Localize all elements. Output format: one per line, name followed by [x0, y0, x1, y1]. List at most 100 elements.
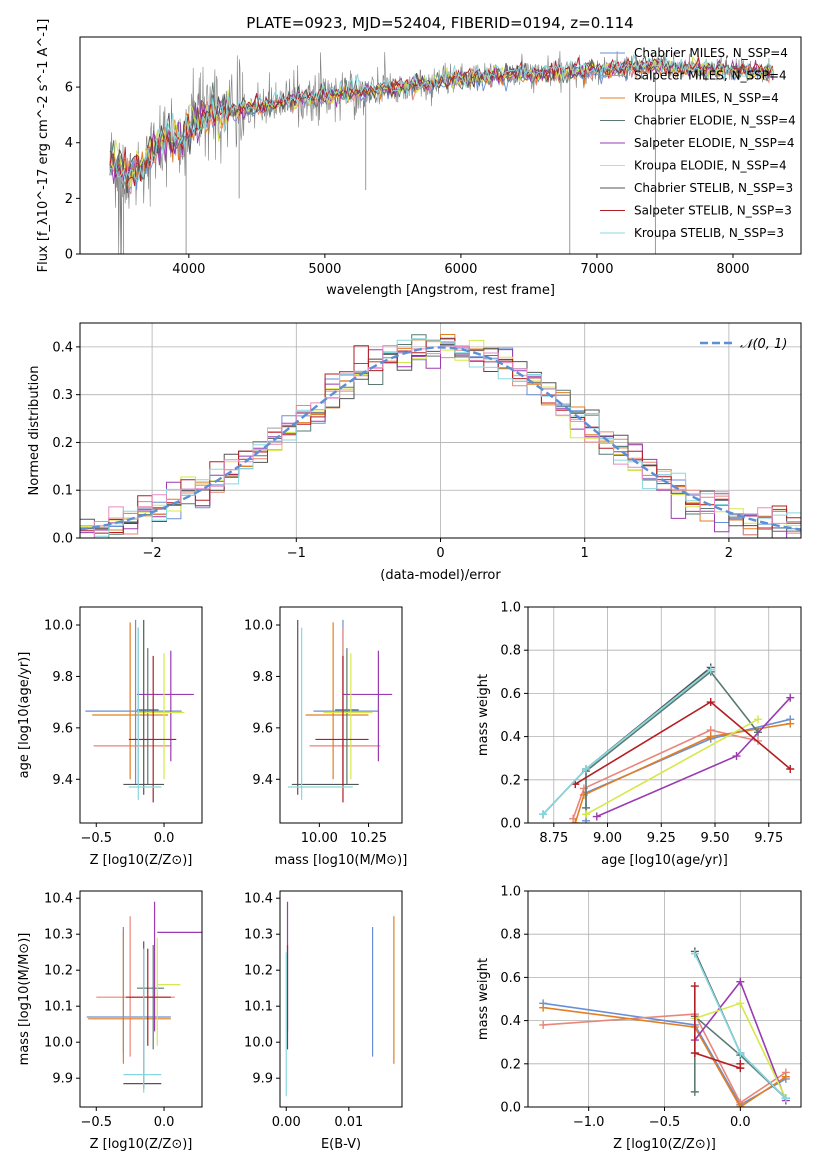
plot-area	[528, 607, 801, 823]
y-tick-label: 9.9	[252, 1072, 273, 1087]
weight-line	[543, 1013, 787, 1104]
plot-area	[287, 619, 393, 803]
weight-marker	[539, 810, 548, 819]
y-tick-label: 10.2	[244, 964, 273, 979]
y-tick-label: 6	[65, 81, 73, 96]
axes-frame	[79, 606, 203, 824]
weight-marker	[754, 715, 763, 724]
x-tick-label: 0.00	[272, 1115, 301, 1130]
weight-marker	[786, 719, 795, 728]
x-tick-label: 9.75	[754, 831, 783, 846]
weight-line	[585, 718, 759, 816]
y-axis-label: Flux [f_λ10^-17 erg cm^-2 s^-1 A^-1]	[36, 19, 51, 273]
x-axis-label: Z [log10(Z/Z⊙)]	[90, 853, 193, 868]
x-tick-label: 4000	[172, 262, 205, 277]
plot-area	[85, 619, 194, 803]
axes-frame	[79, 36, 802, 255]
plot-area	[80, 323, 801, 538]
weight-marker	[732, 752, 741, 761]
weight-marker	[571, 819, 580, 823]
legend-entry: Salpeter ELODIE, N_SSP=4	[634, 136, 795, 150]
y-tick-label: 0.8	[500, 644, 521, 659]
x-tick-label: 0.0	[730, 1115, 751, 1130]
panel-weight_vs_Z: −1.0 −0.5 0.0 0.0 0.2 0.4 0.6 0.8 1.0 Z [log10(Z/…	[476, 885, 802, 1152]
histogram-kroupa-stelib	[80, 338, 801, 537]
y-tick-label: 10.2	[44, 964, 73, 979]
figure-title: PLATE=0923, MJD=52404, FIBERID=0194, z=0…	[246, 14, 633, 32]
y-axis-label: mass weight	[476, 958, 491, 1040]
x-tick-label: −0.5	[80, 1115, 112, 1130]
weight-marker	[736, 999, 745, 1008]
weight-marker	[690, 982, 699, 991]
x-tick-label: 10.00	[301, 831, 338, 846]
y-tick-label: 10.0	[44, 619, 73, 634]
legend-entry: Chabrier STELIB, N_SSP=3	[634, 181, 793, 195]
histogram-kroupa-miles	[80, 334, 801, 531]
weight-marker	[690, 1087, 699, 1096]
x-axis-label: (data-model)/error	[380, 568, 501, 583]
y-tick-label: 10.1	[244, 1000, 273, 1015]
weight-marker	[539, 1020, 548, 1029]
x-axis-label: Z [log10(Z/Z⊙)]	[613, 1137, 716, 1152]
y-tick-label: 0	[65, 248, 73, 263]
axes-frame	[527, 606, 802, 824]
plot-area	[528, 891, 801, 1107]
weight-marker	[781, 1094, 790, 1103]
y-tick-label: 0.1	[52, 484, 73, 499]
y-axis-label: mass weight	[476, 674, 491, 756]
y-tick-label: 9.4	[52, 773, 73, 788]
x-tick-label: −0.5	[649, 1115, 681, 1130]
axes-frame	[279, 890, 403, 1108]
y-tick-label: 10.0	[244, 619, 273, 634]
y-tick-label: 0.8	[500, 928, 521, 943]
weight-line	[585, 670, 759, 808]
weight-marker	[582, 810, 591, 819]
weight-marker	[736, 1059, 745, 1068]
y-axis-label: age [log10(age/yr)]	[17, 652, 32, 779]
y-tick-label: 0.0	[52, 532, 73, 547]
y-tick-label: 9.6	[52, 721, 73, 736]
x-tick-label: 5000	[308, 262, 341, 277]
y-tick-label: 10.0	[44, 1036, 73, 1051]
model-line-chabrier-stelib	[109, 55, 773, 194]
x-tick-label: 0.0	[154, 1115, 175, 1130]
axes-frame	[527, 890, 802, 1108]
panel-spectrum: 4000 5000 6000 7000 8000 0 2 4 6 wavelength [Angs…	[36, 19, 802, 298]
x-tick-label: 0.0	[154, 831, 175, 846]
x-tick-label: 7000	[580, 262, 613, 277]
y-tick-label: 10.3	[244, 928, 273, 943]
legend-entry: Chabrier ELODIE, N_SSP=4	[634, 114, 796, 128]
y-tick-label: 0.2	[52, 436, 73, 451]
x-axis-label: Z [log10(Z/Z⊙)]	[90, 1137, 193, 1152]
histogram-salpeter-elodie	[80, 344, 801, 538]
weight-marker	[781, 1072, 790, 1081]
y-tick-label: 0.6	[500, 971, 521, 986]
weight-marker	[690, 949, 699, 958]
model-line-kroupa-stelib	[109, 54, 774, 183]
axes-frame	[79, 322, 802, 539]
y-tick-label: 4	[65, 136, 73, 151]
y-tick-label: 9.6	[252, 721, 273, 736]
x-tick-label: −2	[143, 546, 162, 561]
y-tick-label: 0.0	[500, 817, 521, 832]
weight-marker	[706, 698, 715, 707]
legend-entry: 𝒩(0, 1)	[740, 337, 787, 352]
x-tick-label: 9.50	[701, 831, 730, 846]
y-tick-label: 0.2	[500, 1057, 521, 1072]
y-tick-label: 1.0	[500, 885, 521, 900]
weight-marker	[736, 1103, 745, 1107]
x-tick-label: 2	[725, 546, 733, 561]
y-tick-label: 10.4	[44, 892, 73, 907]
panel-age_vs_Z: −0.5 0.0 9.4 9.6 9.8 10.0 Z [log10(Z/Z⊙)] age […	[17, 606, 203, 868]
legend-entry: Chabrier MILES, N_SSP=4	[634, 46, 788, 60]
weight-marker	[706, 732, 715, 741]
x-tick-label: −0.5	[80, 831, 112, 846]
plot-area	[109, 51, 775, 254]
panel-weight_vs_age: 8.75 9.00 9.25 9.50 9.75 0.0 0.2 0.4 0.6 0.8 1.0 ag…	[476, 601, 802, 868]
plot-area	[285, 901, 395, 1097]
model-line-salpeter-stelib	[109, 56, 774, 187]
x-tick-label: 10.25	[350, 831, 387, 846]
y-tick-label: 1.0	[500, 601, 521, 616]
y-axis-label: mass [log10(M/M⊙)]	[17, 933, 32, 1066]
